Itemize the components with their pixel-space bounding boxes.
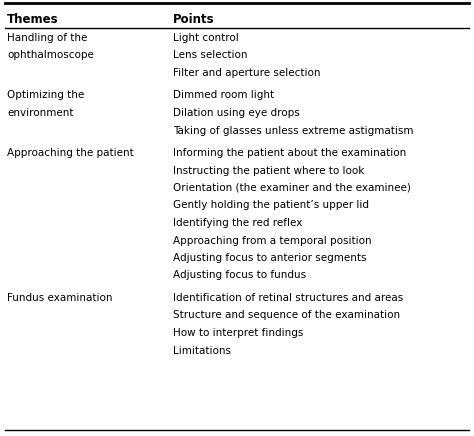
Text: Taking of glasses unless extreme astigmatism: Taking of glasses unless extreme astigma… <box>173 126 413 136</box>
Text: Dilation using eye drops: Dilation using eye drops <box>173 108 300 118</box>
Text: Filter and aperture selection: Filter and aperture selection <box>173 68 320 78</box>
Text: Limitations: Limitations <box>173 345 231 355</box>
Text: Adjusting focus to anterior segments: Adjusting focus to anterior segments <box>173 253 366 263</box>
Text: Fundus examination: Fundus examination <box>7 293 113 303</box>
Text: Gently holding the patient’s upper lid: Gently holding the patient’s upper lid <box>173 201 369 211</box>
Text: Handling of the: Handling of the <box>7 33 88 43</box>
Text: Dimmed room light: Dimmed room light <box>173 91 274 101</box>
Text: Identification of retinal structures and areas: Identification of retinal structures and… <box>173 293 403 303</box>
Text: Instructing the patient where to look: Instructing the patient where to look <box>173 166 365 176</box>
Text: Light control: Light control <box>173 33 239 43</box>
Text: Structure and sequence of the examination: Structure and sequence of the examinatio… <box>173 310 400 320</box>
Text: Approaching from a temporal position: Approaching from a temporal position <box>173 235 372 245</box>
Text: environment: environment <box>7 108 73 118</box>
Text: How to interpret findings: How to interpret findings <box>173 328 303 338</box>
Text: ophthalmoscope: ophthalmoscope <box>7 51 94 61</box>
Text: Lens selection: Lens selection <box>173 51 247 61</box>
Text: Orientation (the examiner and the examinee): Orientation (the examiner and the examin… <box>173 183 411 193</box>
Text: Identifying the red reflex: Identifying the red reflex <box>173 218 302 228</box>
Text: Optimizing the: Optimizing the <box>7 91 84 101</box>
Text: Themes: Themes <box>7 13 59 26</box>
Text: Approaching the patient: Approaching the patient <box>7 148 134 158</box>
Text: Points: Points <box>173 13 215 26</box>
Text: Informing the patient about the examination: Informing the patient about the examinat… <box>173 148 406 158</box>
Text: Adjusting focus to fundus: Adjusting focus to fundus <box>173 270 306 280</box>
